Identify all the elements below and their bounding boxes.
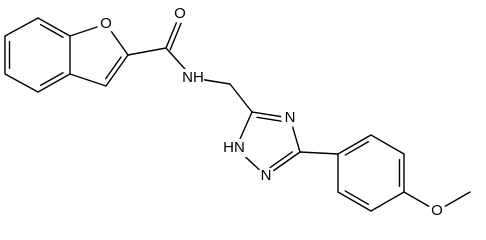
atom-label: HN [223, 139, 245, 156]
bond [344, 141, 369, 156]
molecule-diagram: O O NH N HN N O [4, 5, 471, 220]
atom-label: NH [182, 69, 204, 86]
atom-labels: O O NH N HN N O [97, 5, 446, 220]
bond [267, 151, 294, 170]
atom-label: N [261, 167, 272, 184]
bond [337, 134, 372, 155]
bond [299, 151, 339, 155]
label-bg [171, 5, 189, 23]
bond [39, 72, 64, 87]
label-bg [257, 167, 275, 185]
bond [105, 54, 129, 87]
bond [4, 73, 39, 93]
bond [37, 73, 71, 93]
bond [344, 190, 369, 205]
bond [337, 191, 372, 212]
bonds [4, 13, 471, 212]
bond [39, 23, 64, 38]
label-bg [222, 139, 248, 157]
atom-label: N [285, 109, 296, 126]
bond [37, 17, 71, 37]
atom-label: O [431, 202, 443, 219]
bond [104, 56, 122, 80]
bond [256, 116, 285, 123]
atom-label: O [174, 5, 186, 22]
bond [4, 17, 39, 37]
bond [69, 73, 107, 87]
label-bg [428, 202, 446, 220]
label-bg [178, 69, 204, 87]
label-bg [97, 15, 115, 33]
bond [127, 47, 167, 56]
atom-label: O [100, 15, 112, 32]
bond [370, 134, 405, 155]
label-bg [281, 109, 299, 127]
bond [229, 83, 253, 113]
bond [370, 191, 405, 212]
